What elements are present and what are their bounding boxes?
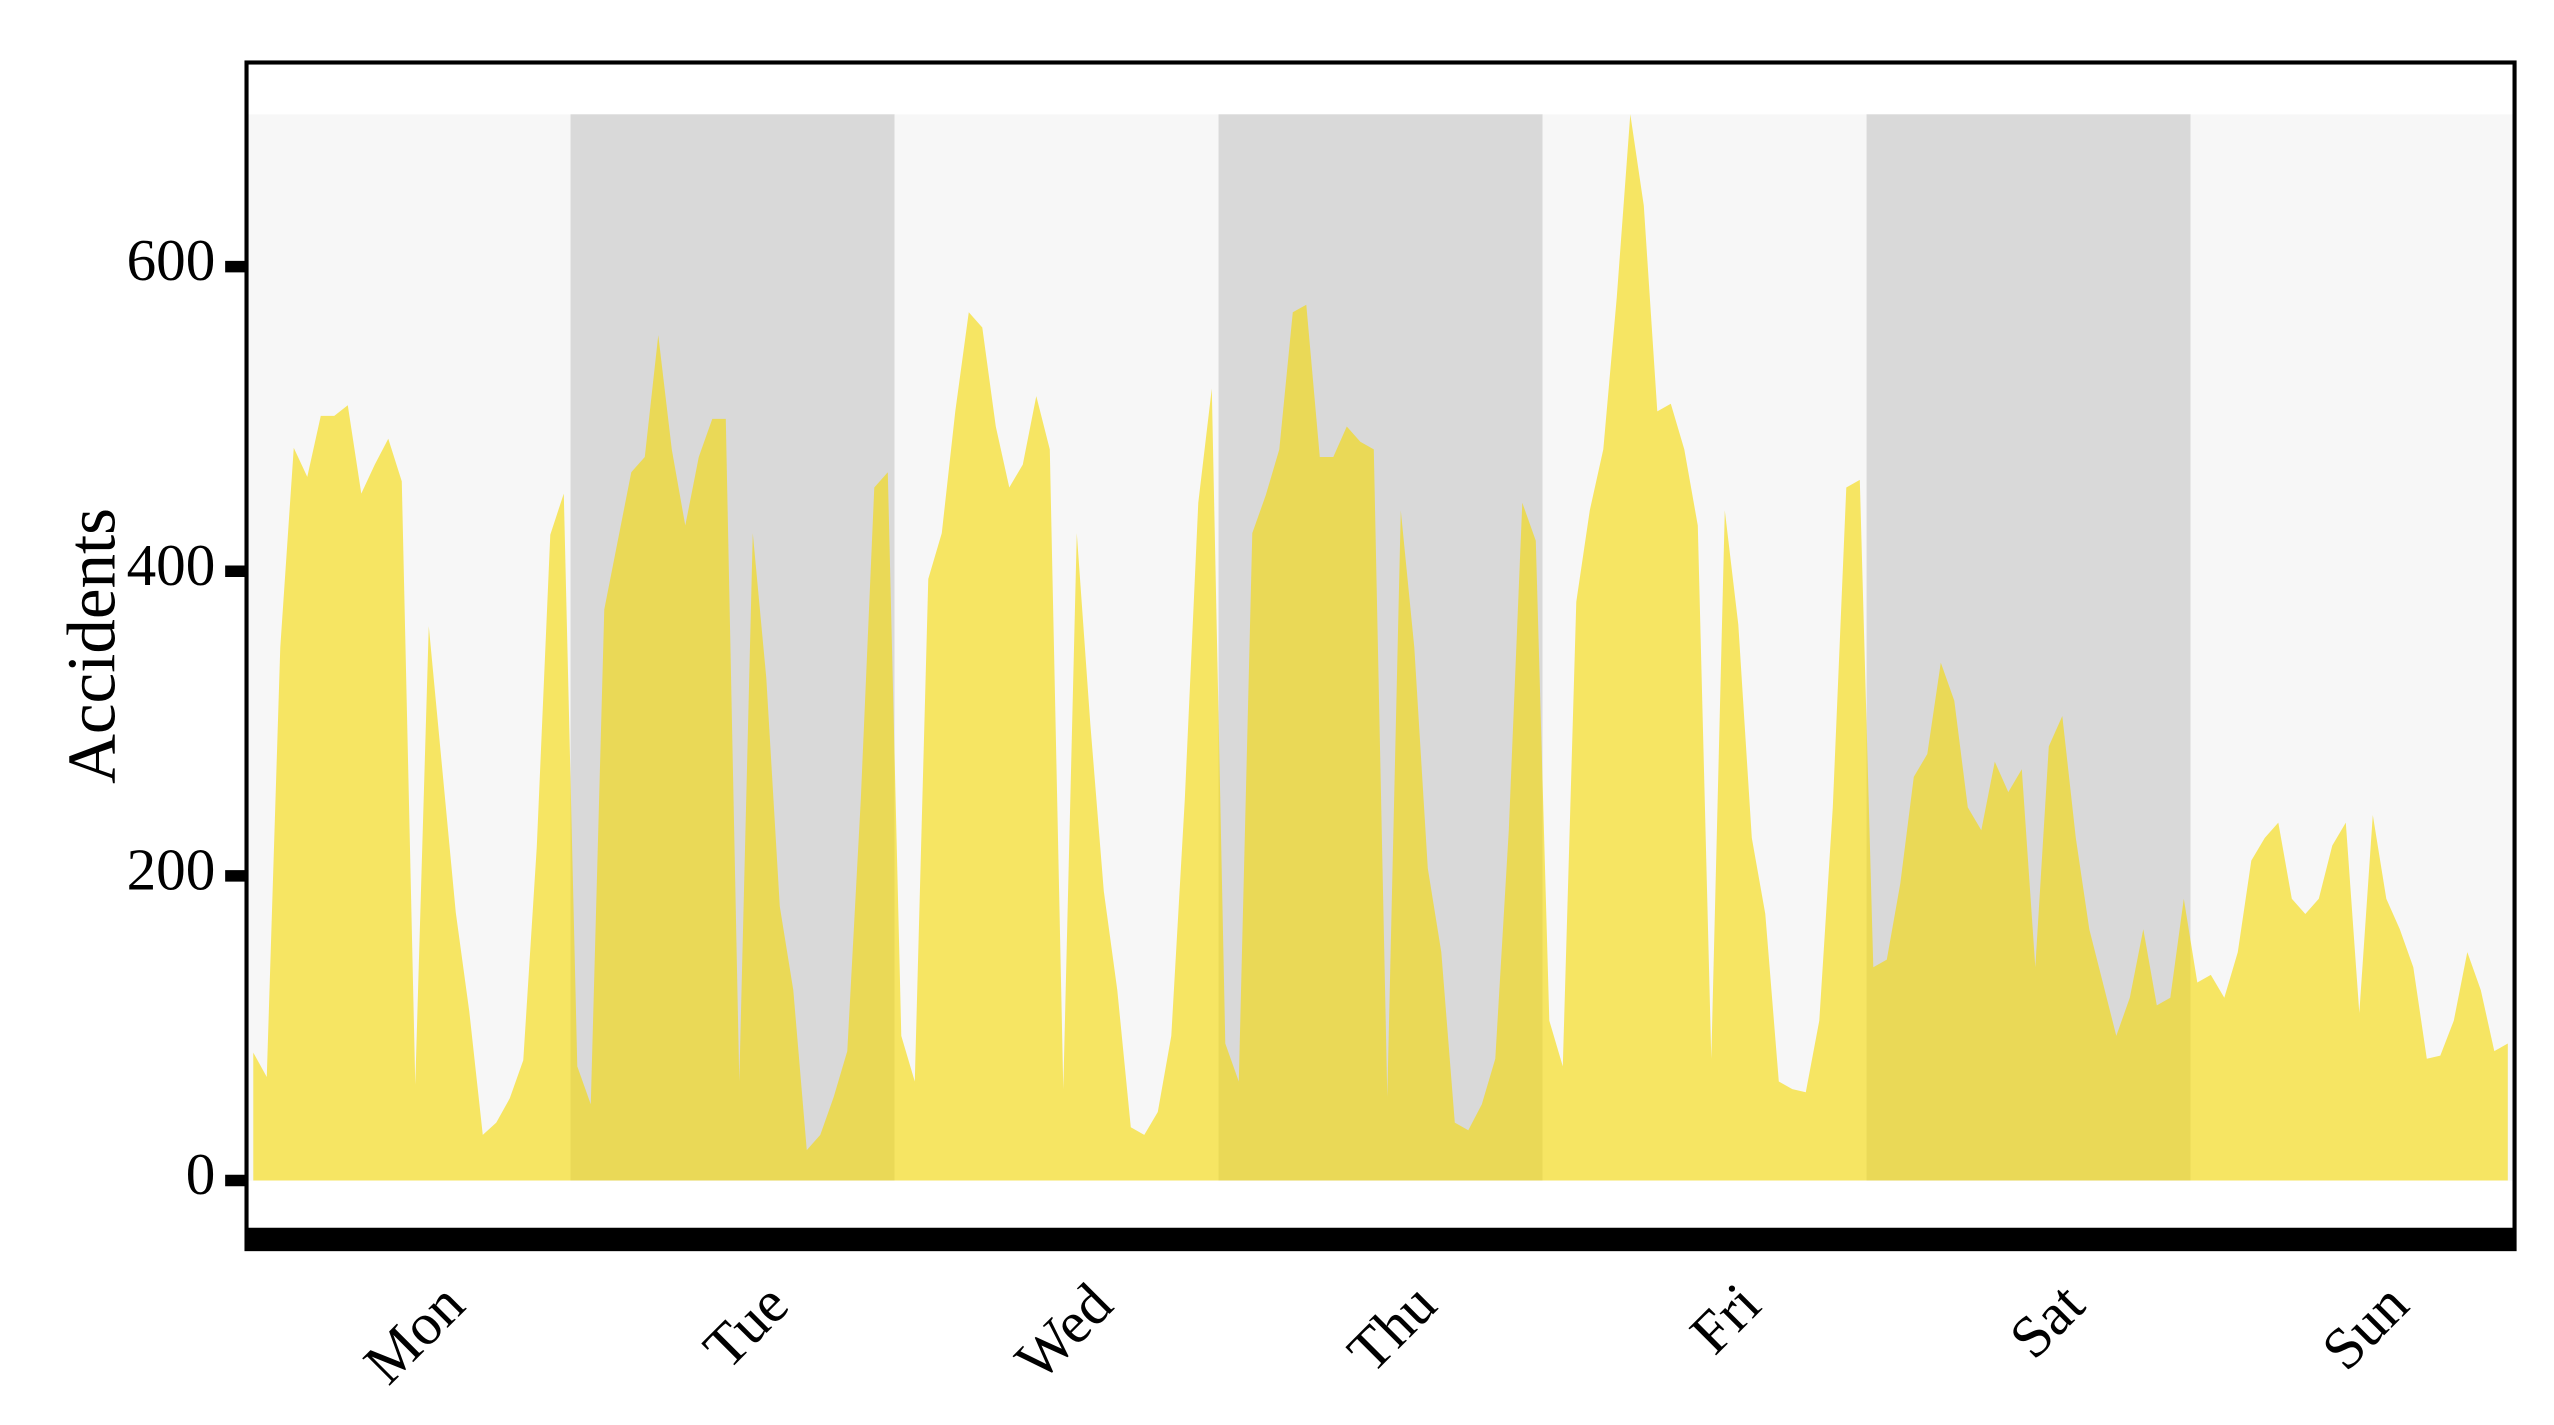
area [253, 114, 2508, 1181]
x-tick-label: Sat [1997, 1270, 2098, 1371]
y-tick-label: 200 [127, 836, 216, 902]
x-tick-label: Wed [1002, 1271, 1124, 1393]
x-tick-label: Fri [1677, 1271, 1772, 1366]
y-axis-title: Accidents [52, 508, 129, 784]
plot-area [253, 114, 2508, 1181]
x-tick-label: Thu [1335, 1271, 1449, 1385]
plot-frame [244, 60, 2517, 1252]
x-tick-label: Sun [2309, 1271, 2421, 1383]
y-tick-label: 0 [186, 1141, 216, 1207]
x-tick-label: Tue [690, 1271, 800, 1381]
y-tick-label: 400 [127, 532, 216, 598]
y-tick-label: 600 [127, 227, 216, 293]
x-tick-label: Mon [351, 1271, 477, 1397]
